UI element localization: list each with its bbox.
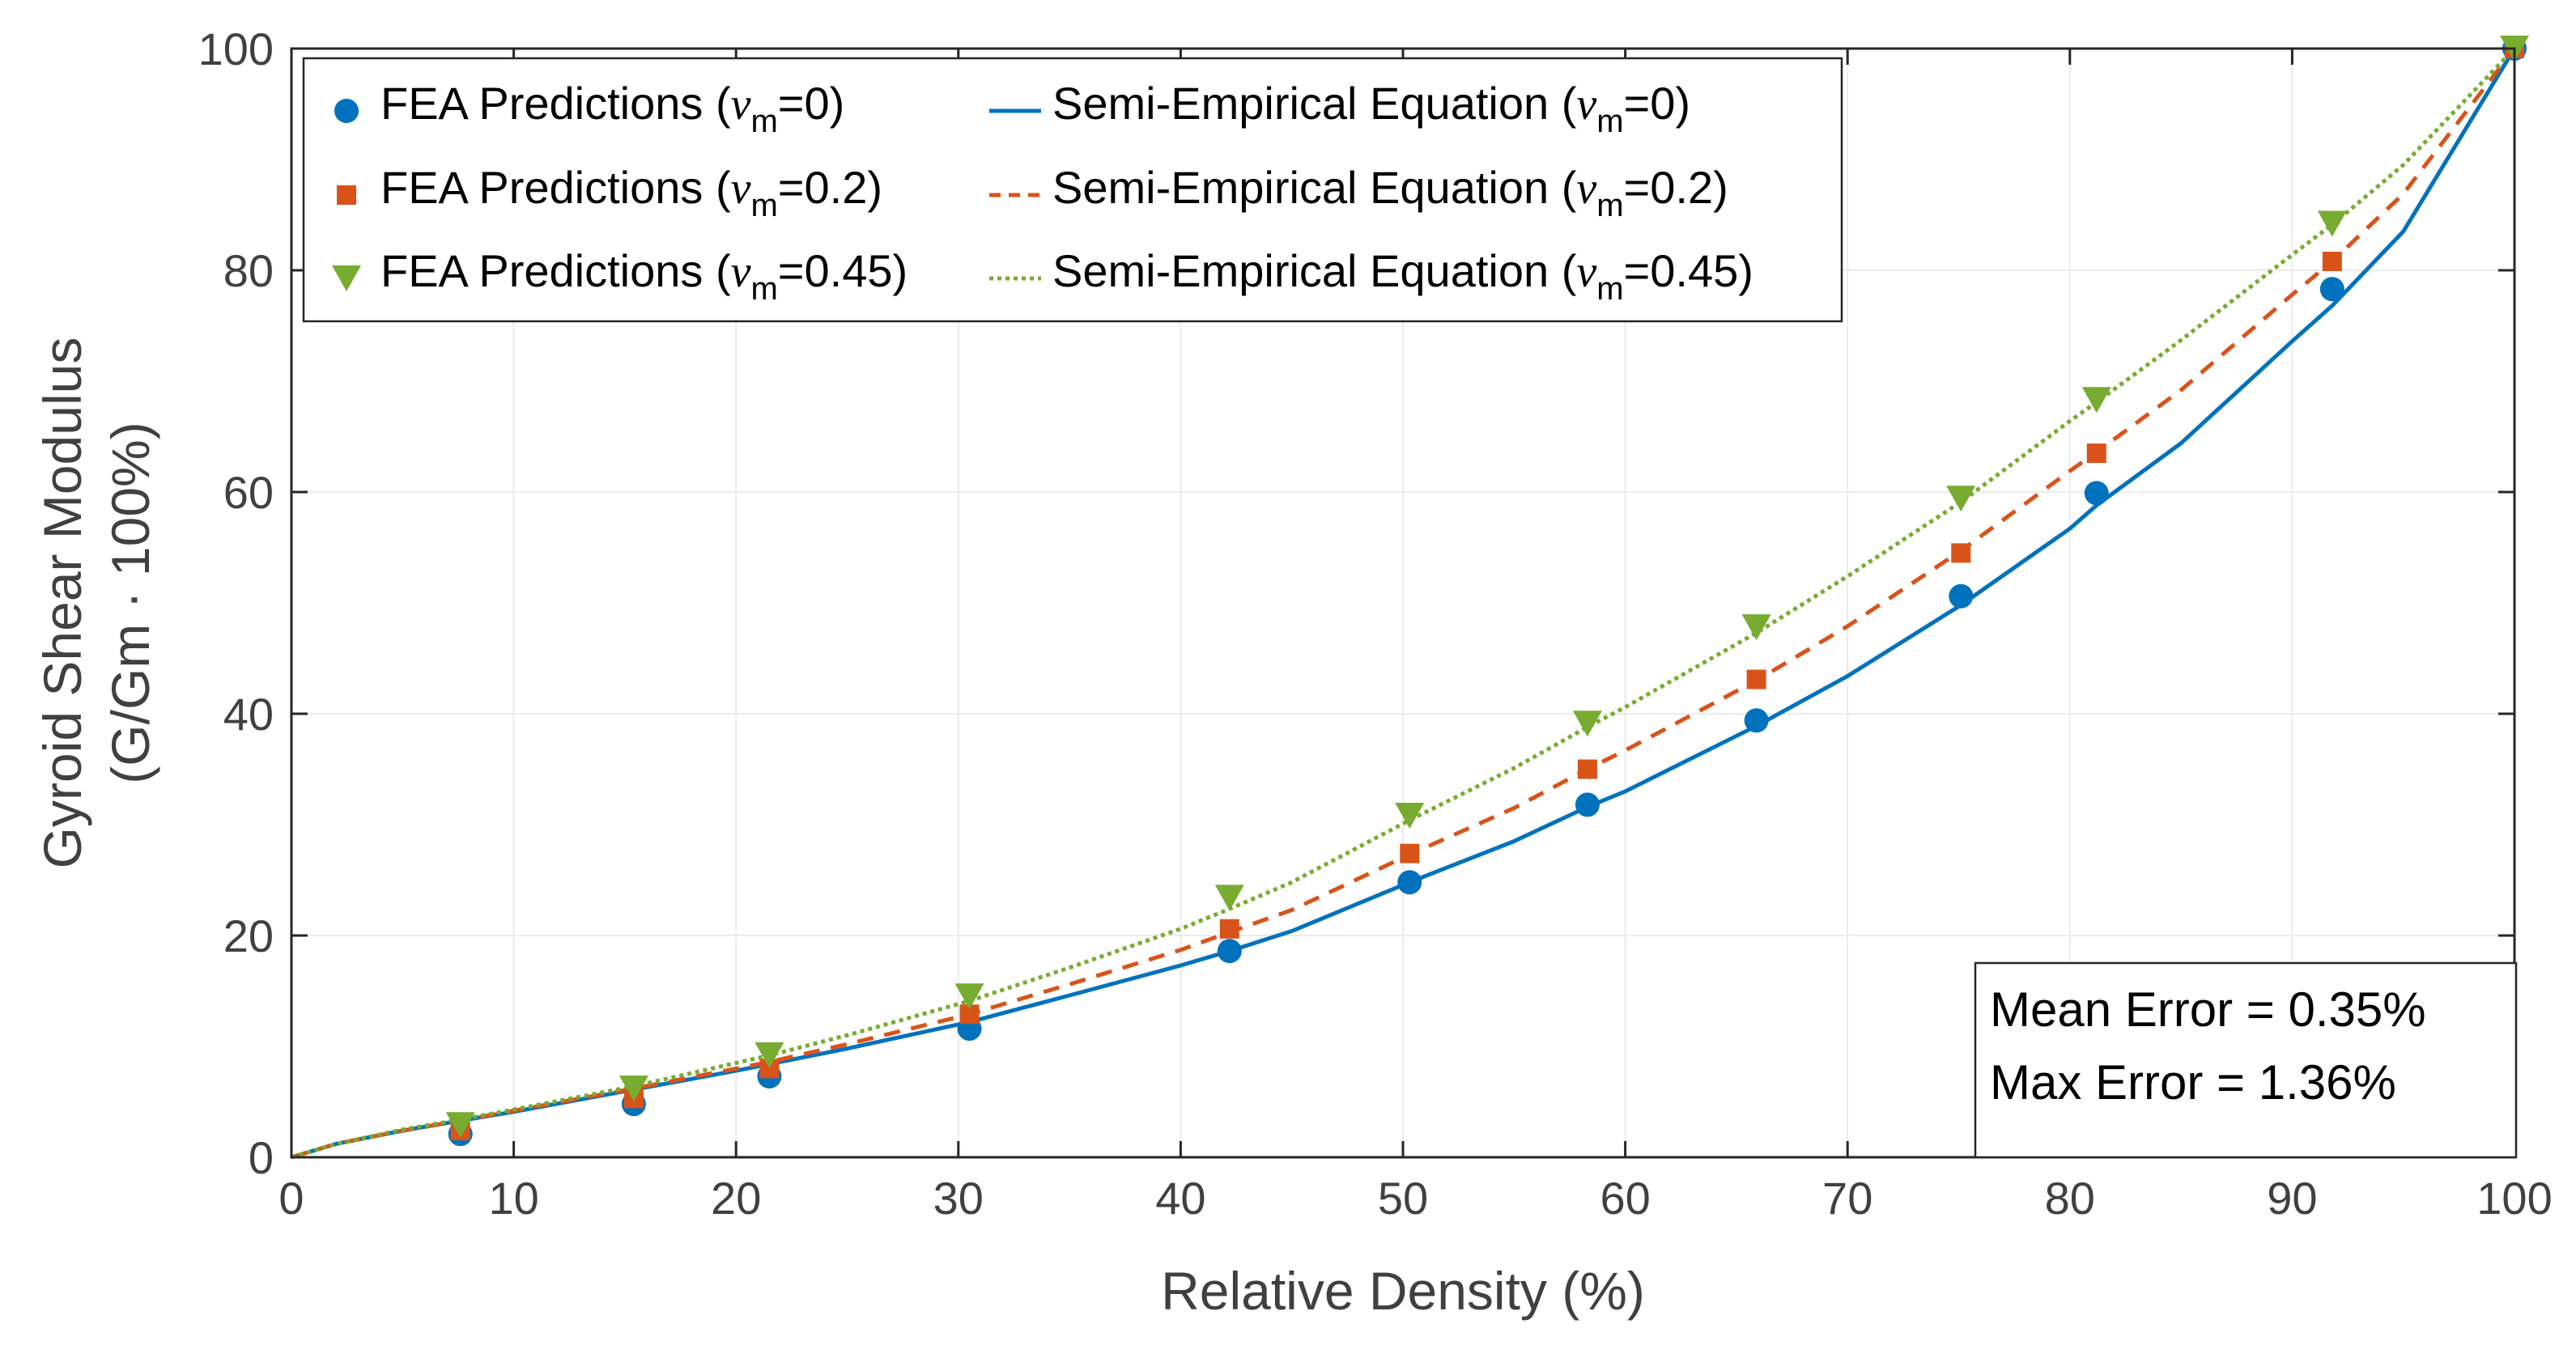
point-series1-8: [1951, 543, 1971, 563]
mean-error-text: Mean Error = 0.35%: [1990, 982, 2426, 1037]
point-series2-1: [618, 1076, 648, 1102]
y-axis-title-line2: (G/Gm · 100%): [100, 422, 160, 783]
x-tick-label-10: 10: [488, 1173, 538, 1224]
error-annotation: Mean Error = 0.35% Max Error = 1.36%: [1974, 961, 2518, 1159]
legend-box: [302, 57, 1843, 323]
annotation-box: [1974, 961, 2518, 1159]
legend-label-line-1: Semi-Empirical Equation (νm=0.2): [1052, 162, 1728, 223]
line-series-1: [291, 47, 2516, 1160]
x-tick-label-70: 70: [1822, 1173, 1872, 1224]
legend-label-line-2: Semi-Empirical Equation (νm=0.45): [1052, 245, 1753, 307]
legend: FEA Predictions (νm=0) FEA Predictions (ν…: [302, 57, 1843, 323]
x-tick-label-30: 30: [933, 1173, 984, 1224]
point-series2-5: [1395, 803, 1425, 829]
point-series2-9: [2081, 387, 2111, 414]
point-series0-9: [2084, 481, 2109, 506]
point-series0-5: [1397, 870, 1422, 895]
y-tick-label-100: 100: [198, 23, 274, 74]
point-series2-3: [954, 983, 984, 1010]
point-series1-4: [1219, 919, 1239, 939]
max-error-text: Max Error = 1.36%: [1990, 1055, 2396, 1110]
x-tick-label-40: 40: [1155, 1173, 1205, 1224]
point-series1-7: [1746, 669, 1766, 689]
y-tick-label-40: 40: [223, 689, 274, 740]
point-series2-10: [2317, 210, 2347, 237]
x-tick-label-50: 50: [1378, 1173, 1428, 1224]
series-layer: [291, 36, 2529, 1160]
y-tick-label-80: 80: [223, 245, 274, 296]
point-series0-8: [1949, 583, 1974, 609]
point-series2-7: [1741, 614, 1771, 641]
point-series0-10: [2319, 277, 2344, 302]
legend-marker-0: [334, 99, 359, 123]
x-axis-title: Relative Density (%): [1161, 1261, 1645, 1321]
point-series0-4: [1217, 939, 1242, 964]
x-tick-label-20: 20: [711, 1173, 761, 1224]
x-tick-label-80: 80: [2045, 1173, 2095, 1224]
point-series1-6: [1577, 759, 1597, 779]
point-series1-10: [2322, 252, 2342, 272]
legend-marker-1: [337, 185, 356, 205]
y-tick-label-60: 60: [223, 467, 274, 518]
point-series2-8: [1946, 486, 1976, 512]
x-tick-label-90: 90: [2267, 1173, 2317, 1224]
x-tick-label-60: 60: [1600, 1173, 1650, 1224]
point-series1-5: [1400, 843, 1420, 863]
x-tick-label-100: 100: [2476, 1173, 2552, 1224]
y-axis-title: Gyroid Shear Modulus (G/Gm · 100%): [32, 337, 160, 869]
point-series0-6: [1575, 792, 1600, 817]
point-series2-4: [1214, 885, 1244, 911]
x-tick-label-0: 0: [278, 1173, 304, 1224]
legend-label-scatter-1: FEA Predictions (νm=0.2): [380, 162, 882, 223]
point-series2-0: [445, 1112, 475, 1139]
legend-label-scatter-0: FEA Predictions (νm=0): [380, 78, 844, 139]
y-tick-label-20: 20: [223, 910, 274, 961]
point-series1-9: [2086, 443, 2106, 464]
tick-labels: 0 10 20 30 40 50 60 70 80 90 100 0 20 40 60 80 100: [198, 23, 2553, 1224]
legend-marker-2: [332, 265, 361, 291]
point-series2-2: [755, 1042, 784, 1068]
point-series0-7: [1744, 708, 1769, 733]
legend-label-scatter-2: FEA Predictions (νm=0.45): [380, 245, 908, 307]
y-tick-label-0: 0: [249, 1132, 274, 1183]
legend-label-line-0: Semi-Empirical Equation (νm=0): [1052, 78, 1690, 139]
point-series2-6: [1572, 711, 1602, 737]
y-axis-title-line1: Gyroid Shear Modulus: [32, 337, 92, 869]
